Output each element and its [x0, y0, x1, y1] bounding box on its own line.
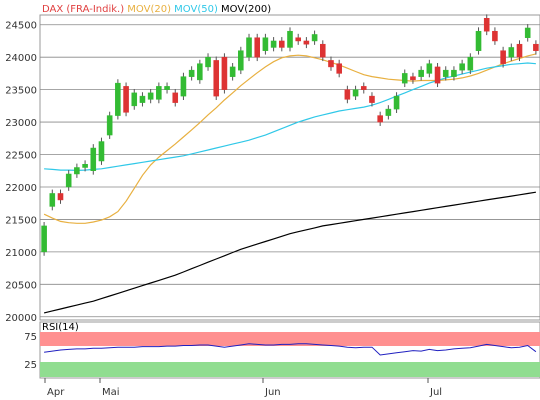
price-axis-ticks: 24500 24000 23500 23000 22500 22000 21500 21000… — [5, 21, 37, 324]
x-axis: Apr Mai Jun Jul — [44, 378, 442, 398]
rsi-overbought-zone — [40, 332, 540, 346]
candle-body — [90, 147, 97, 171]
candle-body — [410, 76, 416, 81]
candle-body — [279, 40, 285, 48]
candle-body — [451, 69, 457, 77]
candle-body — [229, 66, 236, 77]
candle-body — [41, 225, 47, 253]
price-panel: 24500 24000 23500 23000 22500 22000 21500 21000… — [5, 14, 540, 324]
candle-body — [98, 141, 105, 162]
legend-text: DAX (FRA-Indik.) MOV(20) MOV(50) MOV(200… — [42, 4, 271, 15]
candle-body — [106, 115, 113, 136]
candle-body — [221, 56, 228, 90]
y-tick-label: 23500 — [5, 86, 37, 97]
candle-body — [115, 82, 121, 116]
candle-body — [385, 108, 392, 116]
candle-body — [49, 193, 56, 207]
candle-body — [139, 95, 146, 103]
candle-body — [262, 37, 269, 51]
candle-body — [180, 76, 187, 97]
candle-body — [328, 60, 334, 68]
candle-body — [434, 66, 441, 84]
candle-body — [213, 60, 220, 97]
candle-body — [303, 40, 310, 45]
rsi-oversold-zone — [40, 362, 540, 377]
candle-body — [352, 89, 359, 97]
candle-body — [500, 50, 506, 64]
rsi-tick-label: 25 — [24, 360, 37, 371]
candle-body — [254, 37, 261, 58]
rsi-axis-ticks: 75 25 — [24, 332, 37, 371]
candle-body — [197, 63, 203, 81]
candle-body — [516, 43, 523, 58]
rsi-panel: RSI(14) 75 25 — [24, 321, 540, 379]
candle-body — [508, 47, 515, 58]
legend-entry: MOV(50) — [171, 4, 218, 15]
candle-body — [172, 92, 179, 103]
y-tick-label: 20000 — [5, 313, 37, 324]
candle-body — [57, 193, 64, 201]
legend-entry: MOV(200) — [218, 4, 271, 15]
candle-body — [533, 43, 539, 51]
candle-body — [369, 95, 375, 103]
candle-body — [164, 86, 170, 90]
candle-body — [205, 56, 211, 68]
candle-body — [442, 69, 449, 77]
x-tick-label: Jun — [264, 387, 281, 398]
y-tick-label: 22500 — [5, 151, 37, 162]
candle-body — [467, 56, 474, 71]
x-tick-label: Mai — [102, 387, 120, 398]
candle-body — [459, 63, 465, 71]
candle-body — [401, 73, 408, 84]
candle-body — [287, 30, 293, 48]
y-tick-label: 22000 — [5, 183, 37, 194]
candle-body — [147, 92, 154, 100]
candle-body — [336, 63, 342, 74]
candle-body — [188, 69, 195, 77]
y-tick-label: 23000 — [5, 118, 37, 129]
candle-body — [426, 63, 433, 74]
rsi-line — [44, 343, 537, 356]
candle-body — [246, 37, 252, 58]
chart-legend: DAX (FRA-Indik.) MOV(20) MOV(50) MOV(200… — [42, 4, 271, 15]
candle-body — [377, 115, 383, 123]
y-tick-label: 24500 — [5, 21, 37, 32]
y-tick-label: 20500 — [5, 280, 37, 291]
ma-line-mov200 — [43, 191, 536, 314]
candle-body — [344, 89, 351, 100]
candle-body — [238, 50, 244, 71]
candle-body — [295, 37, 301, 42]
candlesticks — [41, 14, 539, 256]
candle-body — [156, 86, 162, 100]
y-tick-label: 21500 — [5, 215, 37, 226]
candle-body — [270, 40, 277, 48]
legend-entry: DAX (FRA-Indik.) — [42, 4, 124, 15]
candle-body — [82, 164, 88, 168]
candle-body — [524, 27, 531, 38]
candle-body — [131, 92, 138, 107]
rsi-tick-label: 75 — [24, 332, 37, 343]
rsi-series-line — [44, 343, 537, 356]
y-tick-label: 24000 — [5, 53, 37, 64]
y-tick-label: 21000 — [5, 248, 37, 259]
candle-body — [360, 86, 367, 90]
candle-body — [311, 34, 318, 42]
candle-body — [418, 69, 424, 77]
x-tick-label: Apr — [47, 387, 65, 398]
candle-body — [123, 86, 129, 113]
x-tick-label: Jul — [429, 387, 442, 398]
candle-body — [475, 30, 482, 51]
candle-body — [319, 43, 326, 58]
candle-body — [65, 173, 72, 188]
price-panel-frame — [39, 14, 540, 321]
candle-body — [74, 167, 80, 175]
rsi-title: RSI(14) — [42, 322, 79, 333]
legend-entry: MOV(20) — [124, 4, 171, 15]
candle-body — [492, 30, 498, 42]
candle-body — [483, 17, 490, 32]
candle-body — [393, 95, 400, 110]
